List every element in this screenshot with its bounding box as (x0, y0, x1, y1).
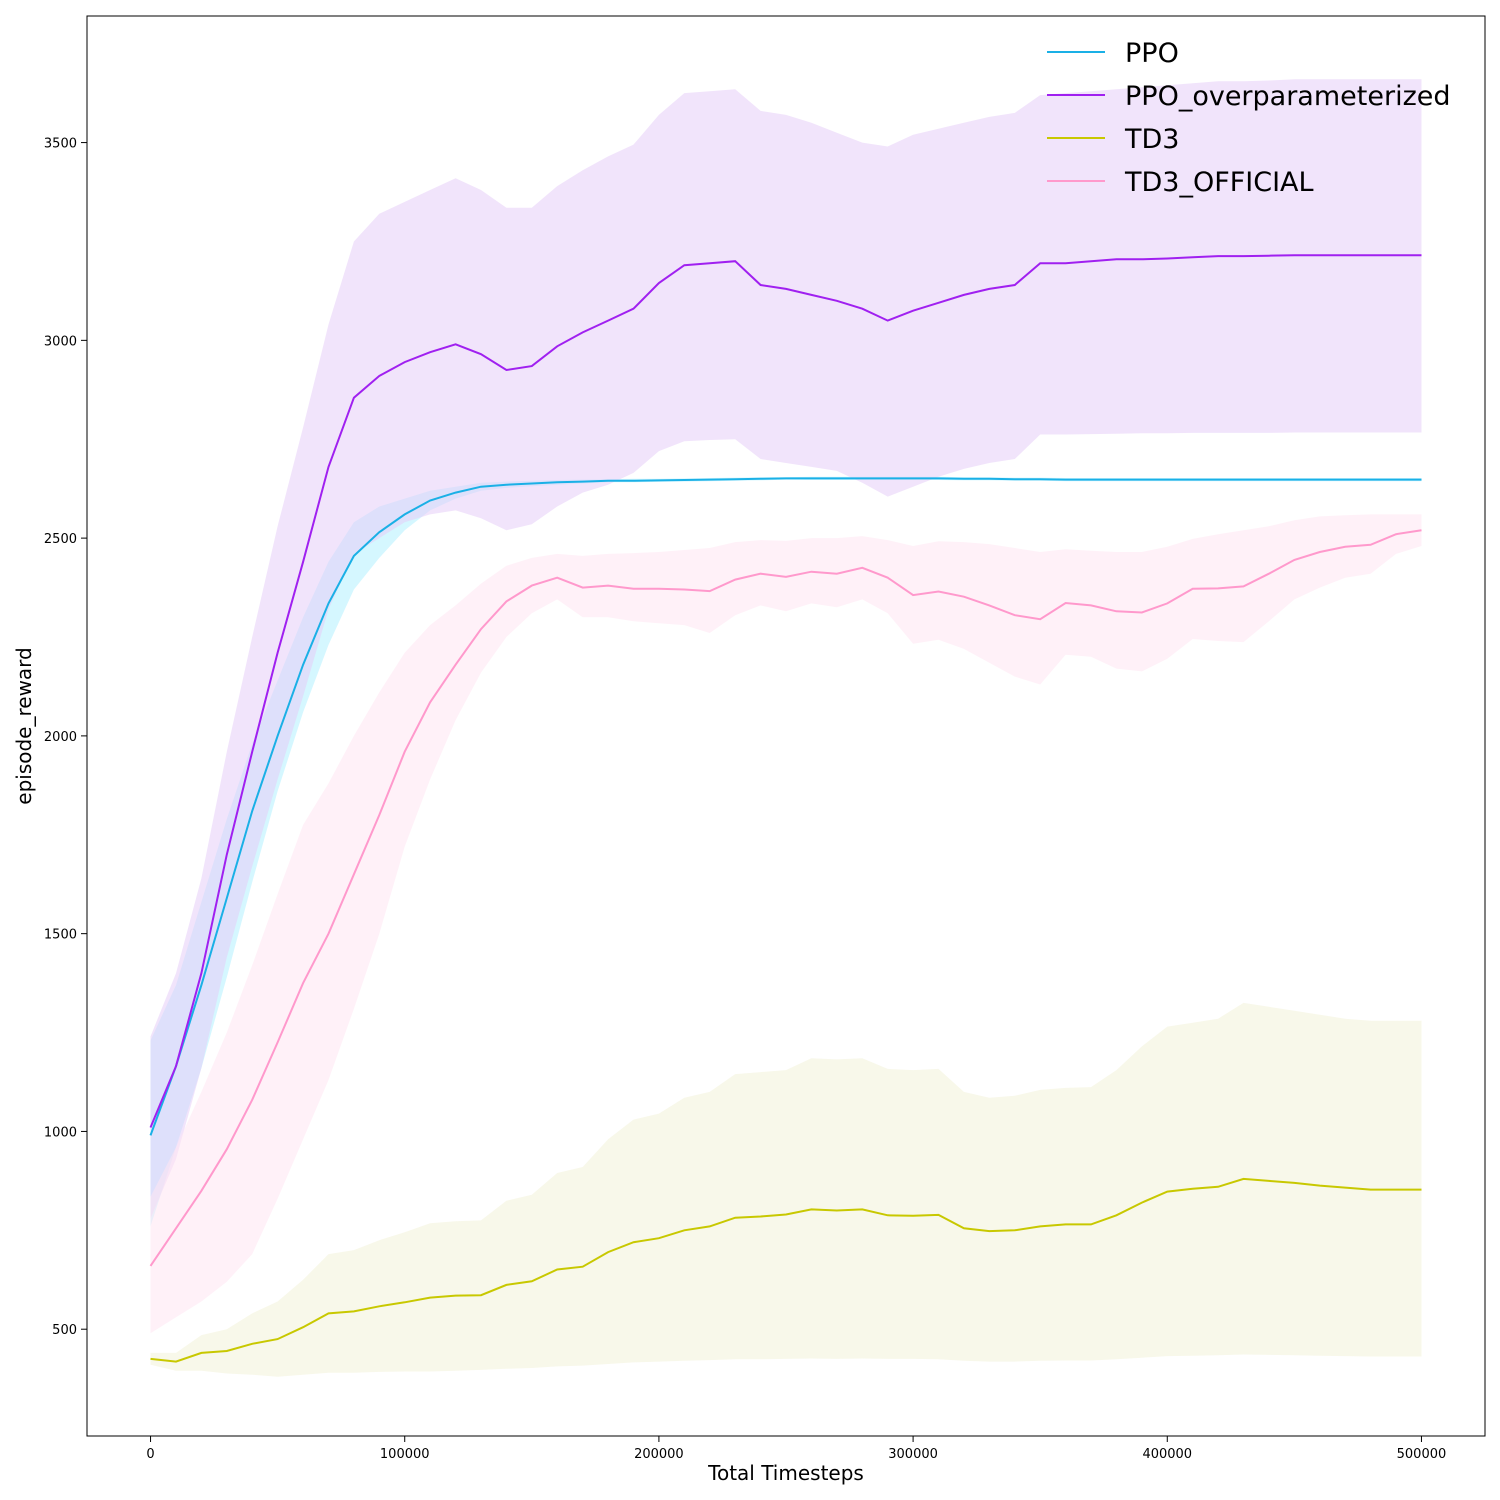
legend-label: TD3_OFFICIAL (1124, 167, 1314, 198)
x-tick-label: 300000 (888, 1447, 938, 1462)
y-tick-label: 3500 (44, 137, 77, 152)
plot-area-frame (86, 15, 1486, 1437)
legend-label: PPO (1125, 38, 1179, 69)
band-td3 (150, 1002, 1422, 1377)
y-tick-label: 1000 (44, 1125, 77, 1140)
x-axis: 0 100000 200000 300000 400000 500000 (146, 1436, 1446, 1462)
y-tick-label: 3000 (44, 334, 77, 349)
x-tick-label: 0 (146, 1447, 154, 1462)
series-line-td3 (150, 1177, 1422, 1363)
y-tick-label: 2500 (44, 532, 77, 547)
legend-label: TD3 (1124, 124, 1179, 155)
y-axis: 500 1000 1500 2000 2500 3000 3500 (44, 137, 87, 1338)
series-line-ppo (149, 477, 1422, 1136)
legend: PPO PPO_overparameterized TD3 TD3_OFFICIAL (1047, 38, 1451, 198)
x-tick-label: 100000 (380, 1447, 430, 1462)
y-tick-label: 1500 (44, 928, 77, 943)
x-tick-label: 200000 (634, 1447, 684, 1462)
x-axis-title: Total Timesteps (707, 1461, 864, 1485)
series-line-ppo-overparameterized (149, 254, 1422, 1128)
band-td3-official (150, 514, 1422, 1334)
x-tick-label: 400000 (1142, 1447, 1192, 1462)
y-tick-label: 500 (52, 1323, 77, 1338)
legend-label: PPO_overparameterized (1125, 81, 1451, 112)
band-ppo-overparameterized (150, 79, 1422, 1219)
series-line-td3-official (149, 529, 1422, 1267)
confidence-bands (150, 79, 1422, 1377)
y-tick-label: 2000 (44, 730, 77, 745)
y-axis-title: episode_reward (12, 647, 36, 804)
x-tick-label: 500000 (1397, 1447, 1447, 1462)
series-lines (149, 254, 1422, 1363)
